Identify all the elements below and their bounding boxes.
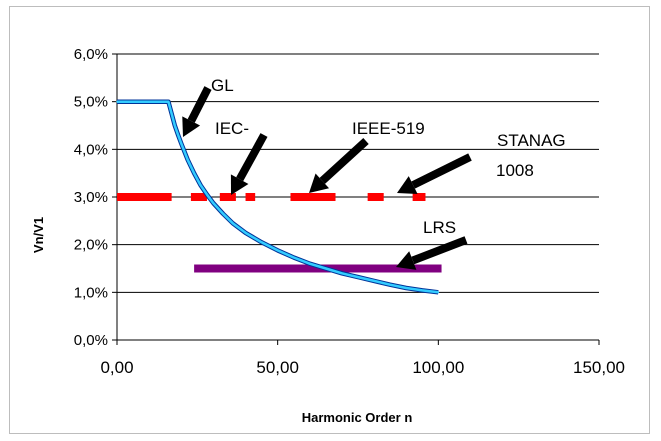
iec-label: IEC- [215,119,249,138]
gl-point [437,291,440,294]
gl-point [186,159,189,161]
x-axis-label: Harmonic Order n [302,410,413,425]
y-tick-label: 2,0% [74,237,108,254]
gl-point [180,142,183,145]
gl-point [183,150,186,153]
y-tick-label: 3,0% [74,189,108,206]
gl-point [174,124,176,127]
gl-point [341,272,343,275]
annotations: GL IEC- IEEE-519 STANAG 1008 LRS [182,76,566,270]
gl-point [292,256,295,259]
gl-point [325,267,327,270]
gl-point [170,112,173,115]
stanag-number-label: 1008 [496,161,534,180]
gl-point [357,276,359,278]
gl-label: GL [211,76,234,95]
y-tick-label: 1,0% [74,284,108,301]
gl-point [212,202,215,204]
x-tick-label: 0,00 [100,358,133,377]
tick-labels: 0,0% 1,0% 2,0% 3,0% 4,0% 5,0% 6,0% 0,00 50,00 100… [74,46,625,377]
stanag-arrow [397,153,472,195]
x-tick-label: 50,00 [256,358,299,377]
gl-point [309,262,311,265]
gl-point [244,231,247,234]
ieee519-label: IEEE-519 [352,119,425,138]
lrs-label: LRS [423,218,456,237]
y-tick-label: 6,0% [74,46,108,63]
stanag-label: STANAG [497,131,566,150]
axes [112,53,600,345]
x-tick-label: 150,00 [573,358,625,377]
gl-point [116,100,118,103]
gl-point [206,193,208,196]
gl-point [193,172,195,174]
lrs-arrow [396,236,468,270]
gl-point [222,212,224,215]
y-axis-label: Vn/V1 [31,217,46,253]
gl-point [260,241,263,244]
gl-point [373,280,375,282]
chart-frame [9,6,650,434]
gl-point [199,184,202,186]
gl-point [231,222,234,225]
chart-marks [116,99,442,295]
ieee519-arrow [309,138,369,193]
gl-point [167,100,170,103]
y-tick-label: 5,0% [74,94,108,111]
iec-arrow [230,133,268,195]
y-tick-label: 0,0% [74,332,108,349]
gl-point [405,287,408,289]
x-tick-label: 100,00 [412,358,464,377]
gl-point [177,134,179,136]
gl-point [389,283,391,286]
gl-point [276,249,279,252]
y-tick-label: 4,0% [74,141,108,158]
gl-arrow [182,86,212,137]
gl-point [421,289,424,292]
